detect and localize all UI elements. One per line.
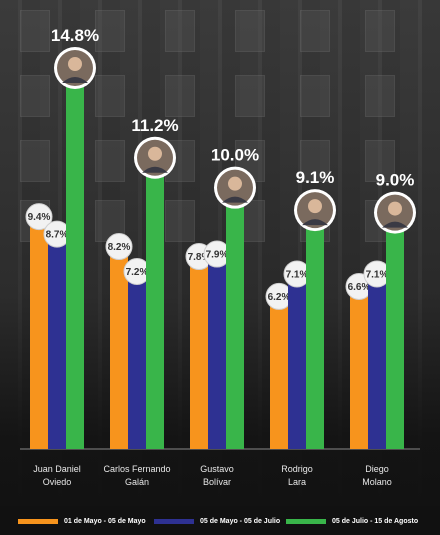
avatar-body-5 (382, 221, 408, 228)
bar-3-4 (306, 222, 324, 449)
bar-1-3 (190, 254, 208, 449)
data-label-1-1: 9.4% (28, 212, 51, 223)
bar-1-2 (110, 244, 128, 449)
bar-2-4 (288, 271, 306, 449)
data-label-2-1: 8.7% (46, 230, 69, 241)
legend-item-3: 05 de Julio - 15 de Agosto (286, 518, 418, 525)
legend: 01 de Mayo - 05 de Mayo 05 de Mayo - 05 … (0, 506, 440, 535)
legend-item-1: 01 de Mayo - 05 de Mayo (18, 518, 146, 525)
bar-2-3 (208, 252, 226, 449)
bar-chart: 9.4% 8.7% 14.8% 8.2% 7.2% 11.2% 7.8%7.9% 10.0% 6… (20, 26, 420, 450)
avatar-face-3 (228, 176, 242, 191)
data-label-1-3: 7.8% (188, 252, 211, 263)
bar-3-2 (146, 169, 164, 449)
avatar-body-4 (302, 219, 328, 226)
legend-label-2: 05 de Mayo - 05 de Julio (200, 518, 281, 525)
data-label-3-3: 10.0% (211, 146, 259, 165)
bar-3-5 (386, 224, 404, 449)
category-label-2: Carlos Fernando Galán (103, 464, 171, 487)
data-label-3-1: 14.8% (51, 26, 99, 45)
legend-swatch-2 (154, 519, 194, 524)
data-label-2-3: 7.9% (206, 250, 229, 261)
data-label-3-5: 9.0% (376, 171, 415, 190)
bar-2-2 (128, 269, 146, 449)
legend-swatch-1 (18, 519, 58, 524)
data-label-2-5: 7.1% (366, 269, 389, 280)
data-label-3-4: 9.1% (296, 168, 335, 187)
avatar-body-3 (222, 196, 248, 203)
data-label-1-5: 6.6% (348, 282, 371, 293)
avatar-face-1 (68, 57, 82, 71)
legend-item-2: 05 de Mayo - 05 de Julio (154, 518, 280, 525)
avatar-face-2 (148, 146, 162, 161)
bar-3-1 (66, 80, 84, 449)
bar-2-5 (368, 271, 386, 449)
legend-swatch-3 (286, 519, 326, 524)
avatar-body-1 (62, 77, 88, 83)
data-label-2-2: 7.2% (126, 267, 149, 278)
legend-label-3: 05 de Julio - 15 de Agosto (332, 518, 419, 525)
avatar-body-2 (142, 166, 168, 173)
data-label-3-2: 11.2% (131, 116, 178, 135)
bar-1-4 (270, 294, 288, 449)
avatar-face-5 (388, 201, 402, 216)
category-label-4: Rodrigo Lara (281, 464, 313, 487)
value-badge-1-2 (105, 233, 133, 261)
bar-2-1 (48, 232, 66, 449)
bar-1-1 (30, 214, 48, 449)
data-label-1-2: 8.2% (108, 242, 131, 253)
category-label-1: Juan Daniel Oviedo (33, 464, 81, 487)
bar-3-3 (226, 199, 244, 449)
bar-1-5 (350, 284, 368, 449)
data-label-1-4: 6.2% (268, 292, 291, 303)
legend-label-1: 01 de Mayo - 05 de Mayo (64, 518, 146, 525)
value-badge-1-1 (25, 203, 53, 231)
category-label-5: Diego Molano (362, 464, 392, 487)
avatar-face-4 (308, 199, 322, 214)
data-label-2-4: 7.1% (286, 269, 309, 280)
category-label-3: Gustavo Bolívar (200, 464, 234, 487)
